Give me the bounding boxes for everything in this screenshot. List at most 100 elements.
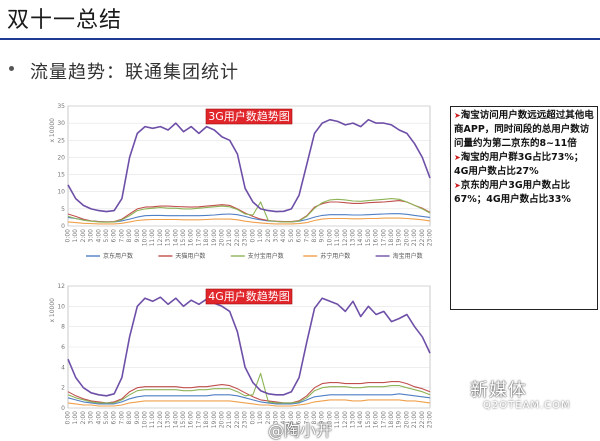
x-tick-label: 2:00 [265,411,272,425]
x-tick-label: 11:00 [149,411,156,428]
x-tick-label: 22:00 [419,229,426,246]
x-tick-label: 2:00 [80,229,87,243]
x-tick-label: 2:00 [265,229,272,243]
watermark-url: Q2OTEAM.COM [483,400,571,411]
x-tick-label: 3:00 [272,411,279,425]
x-tick-label: 17:00 [195,229,202,246]
x-tick-label: 21:00 [226,411,233,428]
x-tick-label: 4:00 [280,229,287,243]
x-tick-label: 9:00 [134,229,141,243]
arrow-bullet-icon: ➤ [454,153,461,162]
slide-title: 双十一总结 [7,8,123,33]
x-tick-label: 5:00 [103,229,110,243]
x-tick-label: 8:00 [311,411,318,425]
x-tick-label: 20:00 [403,411,410,428]
y-tick-label: 6 [61,344,65,351]
x-tick-label: 23:00 [242,229,249,246]
x-tick-label: 8:00 [311,229,318,243]
x-tick-label: 12:00 [157,229,164,246]
x-tick-label: 1:00 [72,411,79,425]
series-line-4 [67,217,431,225]
x-tick-label: 9:00 [319,229,326,243]
x-tick-label: 15:00 [180,411,187,428]
x-tick-label: 23:00 [242,411,249,428]
y-axis-label: x 10000 [49,118,56,143]
y-tick-label: 20 [57,154,65,161]
x-tick-label: 3:00 [272,229,279,243]
x-tick-label: 20:00 [219,229,226,246]
note-item: ➤淘宝的用户群3G占比73%；4G用户数占比27% [454,151,594,179]
y-tick-label: 30 [57,120,65,127]
x-tick-label: 21:00 [411,411,418,428]
series-line-5 [67,118,431,213]
x-tick-label: 0:00 [249,411,256,425]
legend-label: 京东用户数 [103,252,133,260]
y-tick-label: 25 [57,137,65,144]
x-tick-label: 10:00 [142,229,149,246]
x-tick-label: 22:00 [234,229,241,246]
slide-subtitle: 流量趋势：联通集团统计 [30,62,239,83]
x-tick-label: 17:00 [380,411,387,428]
x-tick-label: 10:00 [326,229,333,246]
x-tick-label: 17:00 [195,411,202,428]
y-tick-label: 10 [57,303,65,310]
legend-label: 淘宝用户数 [393,252,423,260]
x-tick-label: 15:00 [180,229,187,246]
x-tick-label: 17:00 [380,229,387,246]
x-tick-label: 23:00 [427,229,434,246]
y-tick-label: 0 [61,223,65,230]
x-tick-label: 18:00 [388,229,395,246]
chart-title-box: 3G用户数趋势图 [205,108,293,125]
y-tick-label: 35 [57,103,65,110]
x-tick-label: 0:00 [65,229,72,243]
x-tick-label: 19:00 [396,411,403,428]
x-tick-label: 20:00 [403,229,410,246]
x-tick-label: 19:00 [211,411,218,428]
author-credit: @陶小开 [268,421,333,440]
x-tick-label: 11:00 [334,229,341,246]
chart-title: 3G用户数趋势图 [208,109,290,123]
x-tick-label: 12:00 [342,229,349,246]
y-tick-label: 10 [57,189,65,196]
note-item: ➤淘宝访问用户数远远超过其他电商APP，同时间段的总用户数访问量约为第二京东的8… [454,109,594,151]
series-line-1 [67,213,431,223]
x-tick-label: 5:00 [288,229,295,243]
x-tick-label: 15:00 [365,411,372,428]
x-tick-label: 6:00 [111,229,118,243]
x-tick-label: 14:00 [172,229,179,246]
x-tick-label: 2:00 [80,411,87,425]
subtitle-bullet-icon [9,66,14,71]
series-line-5 [67,296,431,397]
note-text: 淘宝访问用户数远远超过其他电商APP，同时间段的总用户数访问量约为第二京东的8~… [454,110,594,149]
arrow-bullet-icon: ➤ [454,181,461,190]
x-tick-label: 9:00 [319,411,326,425]
x-tick-label: 16:00 [188,411,195,428]
x-tick-label: 13:00 [349,411,356,428]
legend-label: 苏宁用户数 [320,252,350,260]
x-tick-label: 7:00 [303,229,310,243]
x-tick-label: 18:00 [388,411,395,428]
y-axis-label: x 10000 [49,298,56,323]
x-tick-label: 21:00 [411,229,418,246]
y-tick-label: 15 [57,172,65,179]
x-tick-label: 19:00 [211,229,218,246]
x-tick-label: 3:00 [88,229,95,243]
chart-title: 4G用户数趋势图 [208,289,290,303]
chart-title-bg [205,108,293,125]
series-line-3 [67,372,431,404]
y-tick-label: 12 [57,283,65,290]
x-tick-label: 6:00 [296,411,303,425]
chart-title-bg [205,288,293,305]
y-tick-label: 4 [61,364,65,371]
x-tick-label: 12:00 [342,411,349,428]
arrow-bullet-icon: ➤ [454,111,461,120]
x-tick-label: 7:00 [118,411,125,425]
chart-title-box: 4G用户数趋势图 [205,288,293,305]
x-tick-label: 5:00 [288,411,295,425]
x-tick-label: 14:00 [172,411,179,428]
y-tick-label: 5 [61,206,65,213]
x-tick-label: 20:00 [219,411,226,428]
watermark-logo: 新媒体 [470,380,527,401]
series-line-1 [67,393,431,405]
